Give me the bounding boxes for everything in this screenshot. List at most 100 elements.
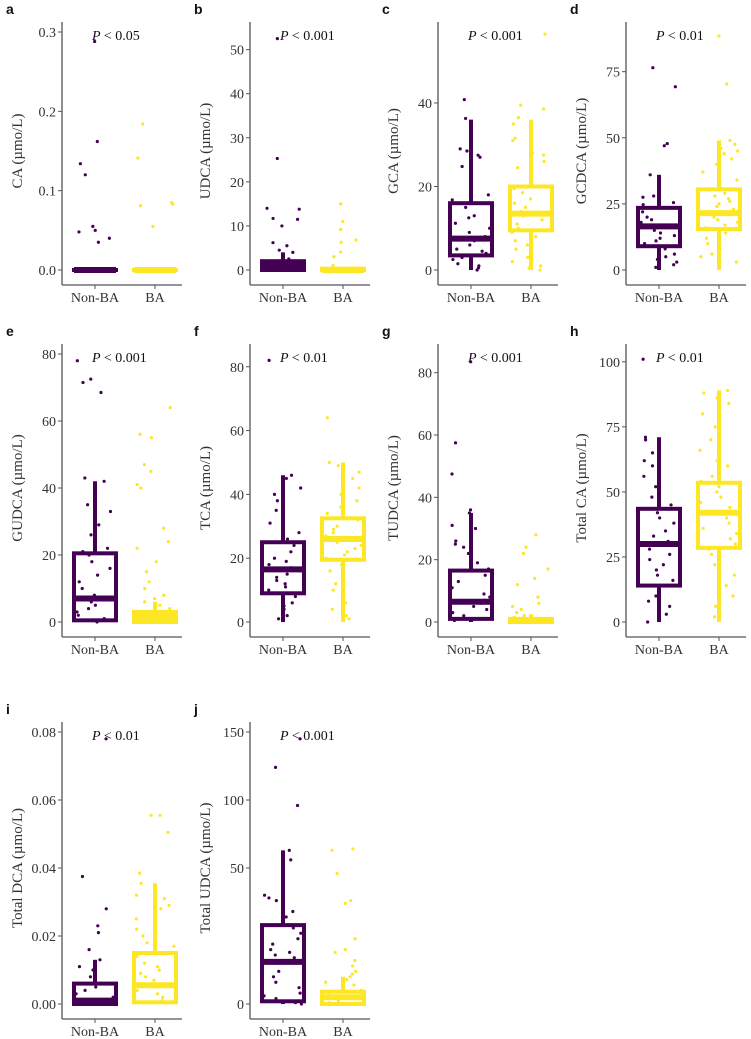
data-point — [732, 573, 737, 577]
data-point — [460, 255, 464, 260]
data-point — [353, 547, 357, 551]
data-point — [140, 268, 144, 272]
data-point — [709, 438, 713, 442]
data-point — [546, 567, 550, 571]
data-point — [77, 268, 81, 272]
data-point — [736, 220, 740, 224]
y-tick-label: 40 — [230, 488, 244, 503]
data-point — [728, 138, 732, 143]
data-point — [725, 464, 730, 468]
data-point — [717, 34, 721, 38]
box-non-ba — [636, 506, 682, 588]
data-point — [167, 903, 171, 907]
data-point — [289, 858, 293, 862]
p-value-text: < 0.001 — [292, 29, 335, 44]
y-tick-label: 20 — [42, 549, 56, 564]
data-point — [339, 562, 344, 567]
data-point — [706, 241, 710, 246]
data-point — [275, 37, 279, 41]
data-point — [519, 209, 523, 214]
data-point — [271, 241, 275, 245]
data-point — [152, 978, 156, 982]
data-point — [290, 601, 294, 605]
data-point — [513, 136, 517, 140]
data-point — [648, 557, 652, 562]
data-point — [262, 994, 266, 998]
data-point — [724, 583, 728, 588]
data-point — [136, 156, 140, 160]
data-point — [350, 972, 354, 976]
data-point — [521, 191, 525, 195]
data-point — [528, 197, 533, 201]
data-point — [671, 200, 676, 205]
data-point — [700, 412, 705, 416]
data-point — [699, 255, 703, 259]
p-value-text: < 0.001 — [292, 729, 335, 744]
data-point — [285, 614, 289, 618]
data-point — [473, 526, 478, 531]
data-point — [453, 221, 457, 225]
data-point — [515, 222, 519, 226]
data-point — [78, 162, 82, 166]
data-point — [526, 255, 530, 260]
p-value-label: P < 0.01 — [655, 29, 704, 44]
p-symbol: P — [467, 351, 480, 366]
data-point — [282, 604, 286, 608]
data-point — [172, 944, 176, 948]
data-point — [462, 98, 466, 102]
data-point — [511, 122, 516, 126]
chart-panel-a: a 0.0 0.1 0.2 0.3 CA (µmo/L) P < 0.05 Non-BA BA — [6, 1, 182, 306]
p-value-label: P < 0.01 — [655, 351, 704, 366]
data-point — [357, 486, 361, 490]
data-point — [108, 509, 113, 514]
data-point — [655, 226, 659, 230]
data-point — [111, 995, 115, 999]
data-point — [267, 358, 271, 362]
data-point — [298, 737, 302, 741]
data-point — [669, 503, 673, 507]
y-axis-label: Total CA (µmo/L) — [574, 433, 590, 542]
data-point — [327, 460, 331, 465]
data-point — [539, 264, 543, 268]
x-tick-label: BA — [333, 643, 353, 658]
y-tick-label: 50 — [606, 486, 620, 501]
chart-panel-c: c 0 20 40 GCA (µmo/L) P < 0.001 Non-BA BA — [382, 1, 558, 306]
data-point — [143, 268, 147, 272]
y-axis-label: Total DCA (µmo/L) — [10, 808, 26, 928]
data-point — [275, 578, 279, 583]
y-tick-label: 0 — [237, 998, 244, 1013]
y-tick-label: 75 — [606, 66, 620, 81]
y-tick-label: 0.02 — [32, 930, 57, 945]
data-point — [297, 531, 301, 535]
p-symbol: P — [655, 351, 668, 366]
data-point — [663, 247, 667, 251]
data-point — [455, 247, 459, 251]
p-value-text: < 0.01 — [104, 729, 140, 744]
data-point — [291, 250, 295, 254]
data-point — [107, 236, 111, 240]
data-point — [331, 531, 335, 535]
data-point — [139, 881, 143, 885]
data-point — [298, 991, 302, 995]
p-value-label: P < 0.001 — [279, 29, 335, 44]
data-point — [141, 122, 145, 126]
data-point — [336, 464, 340, 468]
x-tick-label: BA — [145, 1025, 165, 1039]
data-point — [89, 377, 93, 381]
data-point — [456, 262, 460, 266]
data-point — [292, 956, 296, 960]
data-point — [478, 155, 482, 159]
data-point — [91, 968, 95, 972]
data-point — [323, 268, 327, 272]
data-point — [699, 500, 703, 504]
data-point — [274, 508, 278, 512]
data-point — [475, 268, 479, 272]
data-point — [515, 583, 520, 587]
data-point — [341, 219, 345, 224]
x-tick-label: Non-BA — [447, 643, 496, 658]
data-point — [269, 948, 273, 952]
p-symbol: P — [655, 29, 668, 44]
data-point — [640, 210, 645, 214]
data-point — [510, 230, 514, 235]
